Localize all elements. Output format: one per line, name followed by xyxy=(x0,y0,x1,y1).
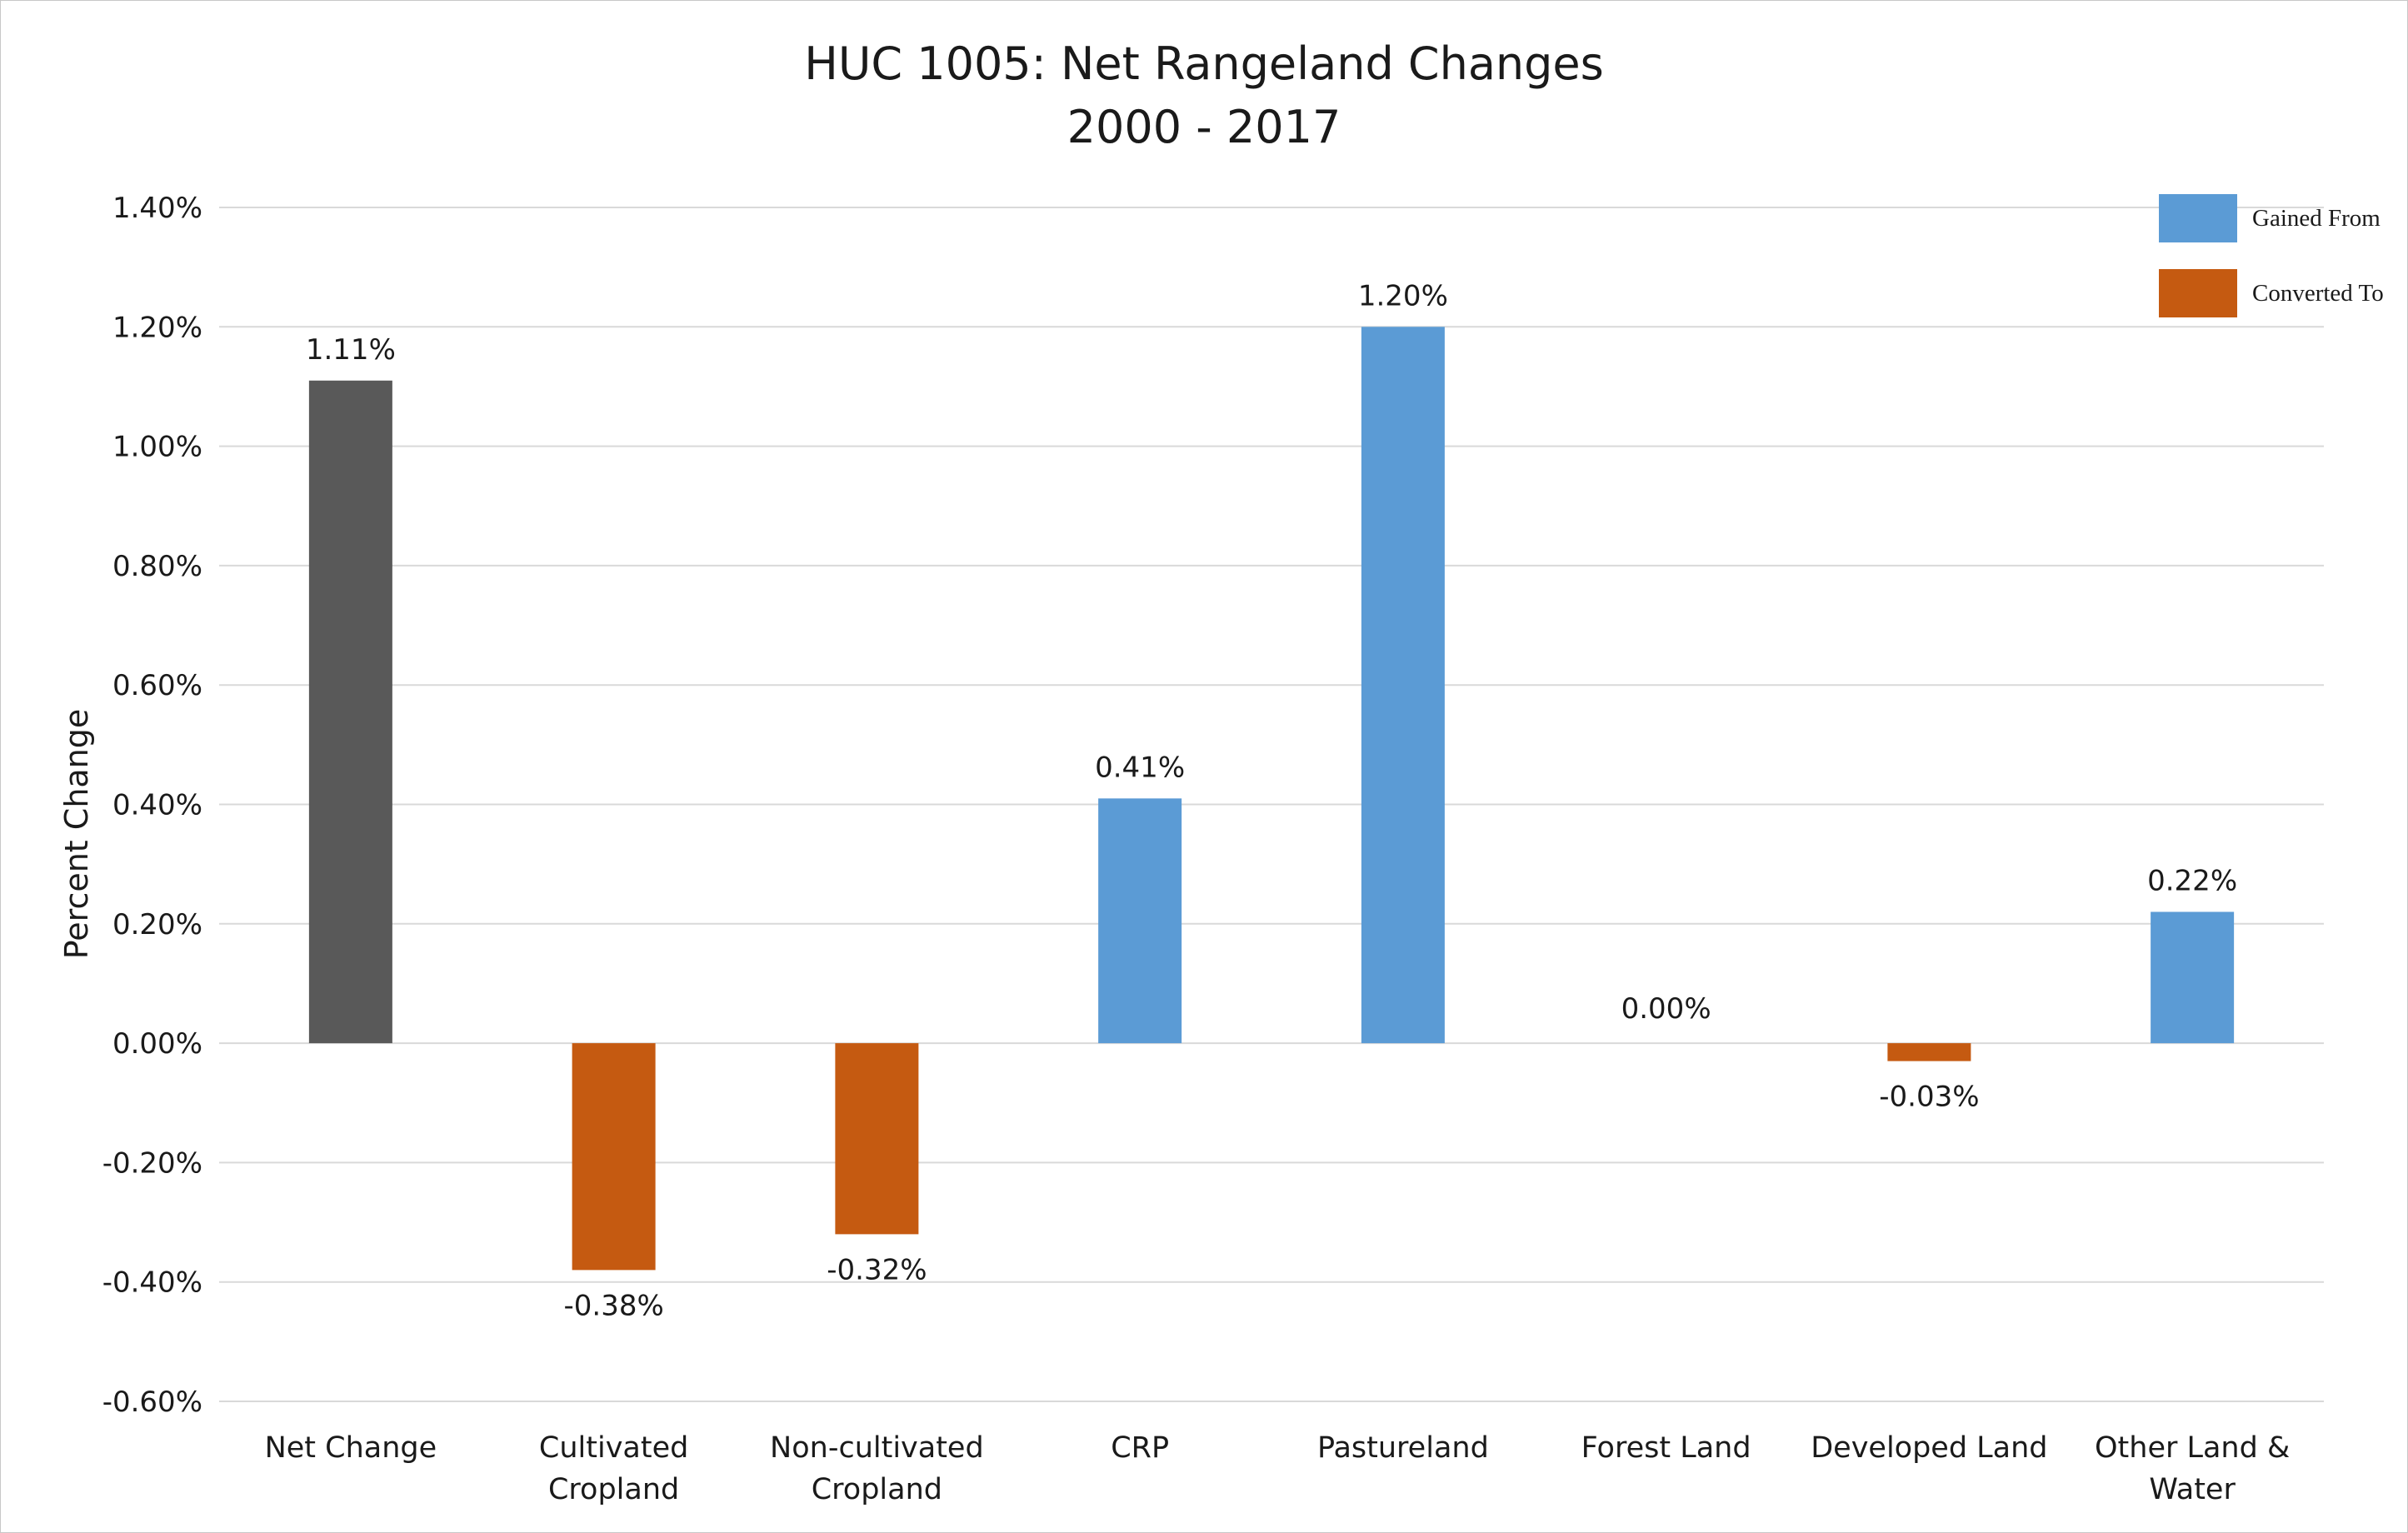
legend-swatch-gained xyxy=(2159,194,2237,242)
y-tick-label: 0.60% xyxy=(112,669,202,702)
chart-title-line-1: HUC 1005: Net Rangeland Changes xyxy=(804,37,1604,90)
y-axis-title: Percent Change xyxy=(58,709,95,960)
data-label: 0.41% xyxy=(1095,751,1185,784)
x-category-label: Developed Land xyxy=(1811,1431,2047,1465)
x-category-label: Cultivated xyxy=(539,1431,688,1465)
x-category-label: Forest Land xyxy=(1581,1431,1751,1465)
x-category-label: Net Change xyxy=(265,1431,437,1465)
x-axis-categories: Net Change Cultivated Cropland Non-cultivat… xyxy=(265,1431,2291,1506)
x-category-label: Other Land & xyxy=(2095,1431,2290,1465)
data-label: 0.00% xyxy=(1621,992,1711,1026)
y-tick-label: -0.40% xyxy=(102,1266,202,1300)
data-label: -0.03% xyxy=(1879,1081,1979,1114)
legend-label-converted: Converted To xyxy=(2252,280,2384,307)
x-category-label: Water xyxy=(2149,1473,2236,1506)
bar xyxy=(2151,911,2235,1044)
y-tick-label: 0.00% xyxy=(112,1027,202,1061)
bars xyxy=(308,327,2235,1271)
bar xyxy=(1098,798,1182,1044)
x-category-label: Pastureland xyxy=(1317,1431,1489,1465)
bar xyxy=(572,1043,656,1271)
bar xyxy=(308,380,392,1044)
bar xyxy=(835,1043,919,1235)
chart-title: HUC 1005: Net Rangeland Changes 2000 - 20… xyxy=(804,37,1604,153)
data-labels: 1.11% -0.38% -0.32% 0.41% 1.20% 0.00% -0.03% 0.… xyxy=(306,279,2237,1322)
y-tick-label: 1.20% xyxy=(112,311,202,344)
x-category-label: Cropland xyxy=(812,1473,942,1506)
legend: Gained From Converted To xyxy=(2159,194,2384,317)
bar xyxy=(1887,1043,1971,1061)
y-tick-label: 1.40% xyxy=(112,192,202,225)
data-label: 1.11% xyxy=(306,333,396,367)
x-category-label: CRP xyxy=(1111,1431,1169,1465)
y-tick-label: 1.00% xyxy=(112,431,202,464)
data-label: -0.32% xyxy=(827,1253,927,1286)
x-category-label: Cropland xyxy=(548,1473,679,1506)
x-category-label: Non-cultivated xyxy=(770,1431,984,1465)
data-label: 1.20% xyxy=(1358,279,1448,312)
data-label: 0.22% xyxy=(2147,864,2237,897)
gridlines xyxy=(219,207,2324,1402)
y-tick-label: 0.20% xyxy=(112,908,202,941)
y-tick-label: 0.80% xyxy=(112,550,202,583)
legend-label-gained: Gained From xyxy=(2252,205,2381,232)
y-axis-ticks: 1.40% 1.20% 1.00% 0.80% 0.60% 0.40% 0.20% 0.00%… xyxy=(102,192,202,1419)
y-tick-label: 0.40% xyxy=(112,789,202,822)
chart-title-line-2: 2000 - 2017 xyxy=(1067,101,1341,153)
bar xyxy=(1361,327,1445,1044)
y-tick-label: -0.20% xyxy=(102,1146,202,1180)
data-label: -0.38% xyxy=(563,1289,663,1322)
y-tick-label: -0.60% xyxy=(102,1386,202,1419)
legend-swatch-converted xyxy=(2159,269,2237,317)
